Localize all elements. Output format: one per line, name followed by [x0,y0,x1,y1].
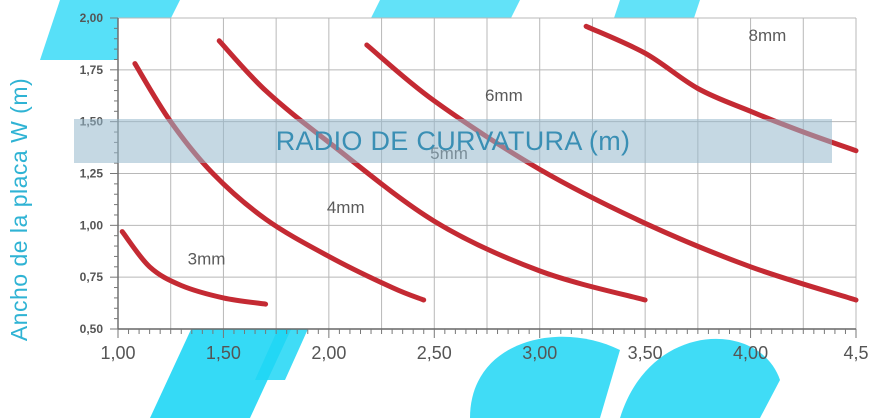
x-tick-label: 4,5 [843,343,868,363]
y-tick-label: 1,00 [80,218,104,232]
x-tick-label: 2,00 [311,343,346,363]
series-label-3mm: 3mm [188,250,226,269]
y-tick-label: 0,50 [80,322,104,336]
x-tick-label: 3,00 [522,343,557,363]
tick-labels: 1,00 1,50 2,00 2,50 3,00 3,50 4,00 4,5 2,00 1,75 1… [80,11,869,363]
x-tick-label: 1,00 [100,343,135,363]
series-label-6mm: 6mm [485,86,523,105]
y-tick-label: 0,75 [80,270,104,284]
series-label-8mm: 8mm [749,26,787,45]
axes [110,17,857,338]
y-axis-label-text: Ancho de la placa W (m) [6,77,33,341]
x-tick-label: 2,50 [417,343,452,363]
chart-title: RADIO DE CURVATURA (m) [275,125,631,156]
series-line-5mm [216,38,648,303]
series-line-6mm [364,42,859,303]
y-tick-label: 2,00 [80,11,104,25]
y-axis-label: Ancho de la placa W (m) [0,0,40,418]
y-tick-label: 1,25 [80,167,104,181]
series-line-3mm [119,229,269,307]
x-tick-label: 1,50 [206,343,241,363]
y-tick-label: 1,75 [80,63,104,77]
chart-title-band: RADIO DE CURVATURA (m) [74,119,832,163]
x-tick-label: 4,00 [733,343,768,363]
x-tick-label: 3,50 [628,343,663,363]
series-label-4mm: 4mm [327,198,365,217]
